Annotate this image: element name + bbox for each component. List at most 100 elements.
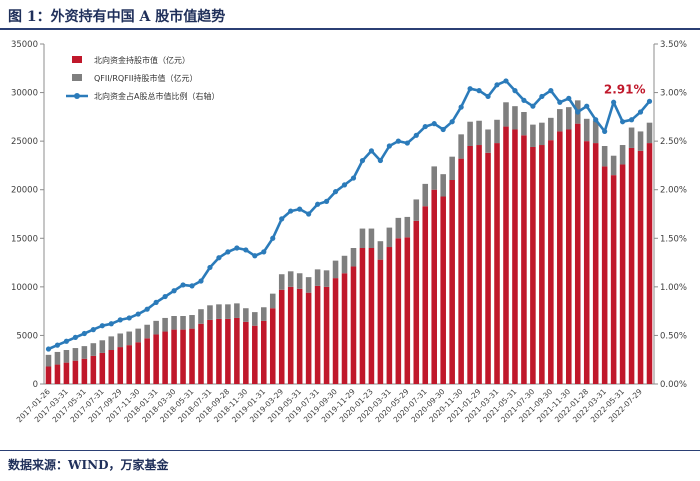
ratio-point	[350, 175, 357, 181]
chart-legend: 北向资金持股市值（亿元） QFII/RQFII持股市值（亿元） 北向资金占A股总市值…	[66, 55, 219, 101]
bar-northbound	[386, 247, 393, 384]
bar-qfii	[413, 199, 420, 221]
ratio-point	[225, 249, 231, 255]
chart-axes: 0 5000 10000 15000 20000 25000 30000 35000 0.00%…	[11, 40, 687, 390]
ratio-point	[521, 97, 527, 103]
legend-swatch-northbound	[72, 56, 82, 63]
bar-qfii	[207, 305, 213, 320]
bar-qfii	[583, 118, 590, 142]
bar-qfii	[395, 217, 402, 239]
y-left-tick-label: 35000	[11, 40, 38, 50]
stacked-bar-line-chart: 0 5000 10000 15000 20000 25000 30000 35000 0.00%…	[11, 40, 687, 424]
ratio-point	[575, 109, 581, 115]
bar-qfii	[198, 309, 204, 324]
ratio-point	[99, 323, 105, 329]
bar-northbound	[216, 318, 222, 384]
source-note: 数据来源：WIND，万家基金	[8, 456, 168, 473]
bar-qfii	[637, 131, 644, 151]
bar-northbound	[503, 126, 509, 385]
ratio-point	[440, 126, 446, 133]
bar-northbound	[583, 141, 590, 384]
bar-northbound	[144, 338, 150, 384]
bar-qfii	[449, 156, 455, 180]
bar-northbound	[296, 288, 303, 384]
bar-northbound	[512, 129, 518, 384]
bar-qfii	[646, 122, 653, 144]
bar-qfii	[260, 307, 267, 321]
bar-qfii	[332, 260, 339, 279]
bar-northbound	[198, 323, 204, 384]
bar-qfii	[81, 346, 88, 359]
ratio-point	[646, 98, 653, 104]
bar-qfii	[287, 271, 294, 287]
ratio-point	[144, 306, 150, 312]
bar-northbound	[476, 145, 482, 384]
y-left-tick-label: 5000	[16, 331, 38, 341]
bar-northbound	[314, 285, 321, 384]
ratio-point	[557, 99, 563, 105]
bar-northbound	[458, 158, 464, 384]
y-right-tick-label: 0.00%	[660, 380, 687, 390]
bar-northbound	[574, 123, 581, 385]
bar-qfii	[467, 121, 473, 146]
bar-northbound	[646, 143, 653, 384]
ratio-point	[620, 119, 626, 125]
bar-northbound	[485, 152, 491, 384]
bar-northbound	[252, 325, 258, 384]
chart-title: 图 1：外资持有中国 A 股市值趋势	[8, 9, 226, 25]
bar-qfii	[126, 331, 133, 346]
ratio-point	[171, 288, 177, 294]
ratio-point	[90, 327, 96, 333]
bar-qfii	[548, 117, 554, 141]
bar-northbound	[180, 329, 186, 384]
ratio-point	[628, 117, 635, 123]
bar-northbound	[332, 278, 339, 384]
bar-northbound	[189, 328, 195, 384]
ratio-point	[108, 321, 114, 327]
bar-qfii	[108, 336, 115, 350]
bar-qfii	[512, 106, 518, 130]
bar-qfii	[458, 134, 464, 159]
bar-northbound	[601, 166, 608, 384]
y-left-tick-label: 30000	[11, 89, 38, 99]
bar-northbound	[54, 364, 61, 384]
x-tick-labels: 2017-01-262017-03-312017-05-312017-07-31…	[15, 387, 644, 424]
y-right-tick-label: 3.00%	[660, 89, 687, 99]
bar-qfii	[350, 248, 357, 267]
bar-qfii	[305, 277, 312, 293]
ratio-point	[216, 255, 222, 261]
bar-qfii	[278, 274, 285, 290]
bar-northbound	[260, 320, 267, 384]
bar-northbound	[404, 237, 411, 384]
bar-qfii	[54, 351, 61, 365]
bar-qfii	[368, 228, 375, 248]
ratio-point	[485, 93, 491, 100]
bar-qfii	[530, 124, 536, 147]
bar-qfii	[216, 304, 222, 319]
bar-northbound	[81, 358, 88, 384]
bar-qfii	[592, 120, 599, 144]
bar-northbound	[449, 180, 455, 384]
bar-northbound	[126, 345, 133, 384]
ratio-point	[297, 206, 303, 212]
ratio-point	[368, 148, 375, 154]
ratio-point	[72, 334, 78, 340]
y-right-tick-label: 2.50%	[660, 137, 687, 147]
ratio-point	[530, 103, 536, 109]
bar-northbound	[592, 143, 599, 384]
chart-line	[45, 78, 653, 352]
ratio-point	[359, 157, 366, 164]
ratio-point	[162, 293, 168, 300]
ratio-point	[63, 338, 70, 344]
source-text: WIND，万家基金	[68, 458, 169, 472]
ratio-point	[332, 189, 339, 195]
y-right-tick-label: 2.00%	[660, 186, 687, 196]
ratio-point	[548, 88, 554, 94]
bar-qfii	[269, 293, 276, 309]
ratio-point	[503, 78, 509, 84]
ratio-point	[306, 211, 312, 217]
ratio-point	[512, 88, 518, 94]
bar-northbound	[494, 143, 500, 384]
bar-qfii	[521, 112, 527, 136]
bar-northbound	[45, 366, 52, 384]
